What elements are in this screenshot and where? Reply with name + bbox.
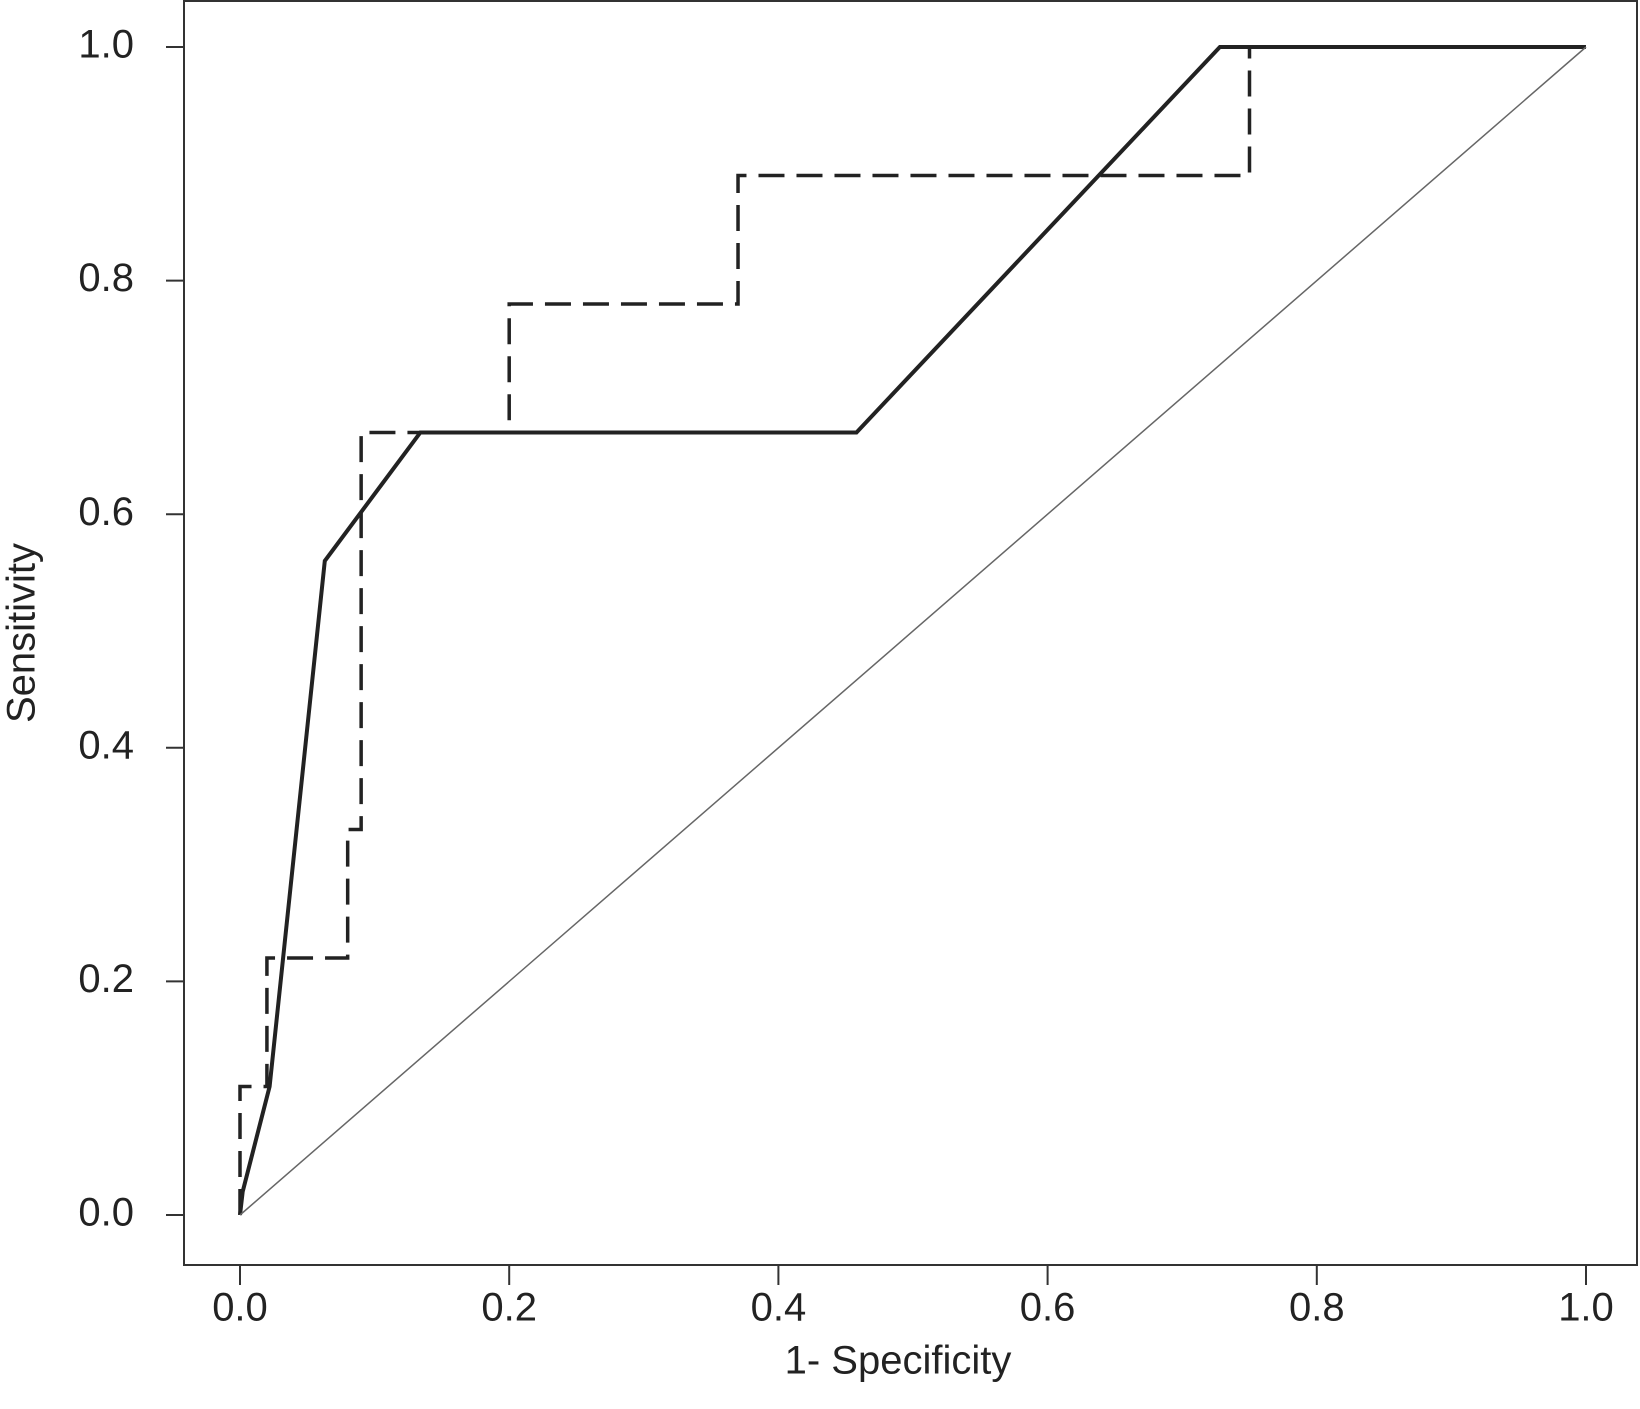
x-axis-label: 1- Specificity <box>785 1339 1012 1383</box>
y-tick-label: 0.6 <box>78 490 134 534</box>
x-tick-label: 0.2 <box>481 1286 537 1330</box>
x-tick-label: 0.6 <box>1020 1286 1076 1330</box>
x-tick-label: 0.8 <box>1289 1286 1345 1330</box>
y-tick-label: 0.0 <box>78 1191 134 1235</box>
y-tick-label: 1.0 <box>78 23 134 67</box>
y-tick-label: 0.4 <box>78 723 134 767</box>
x-tick-label: 0.0 <box>212 1286 268 1330</box>
roc-line <box>239 46 1587 1216</box>
roc-line <box>238 45 1586 1216</box>
x-tick-label: 1.0 <box>1558 1286 1614 1330</box>
y-axis-label: Sensitivity <box>0 543 44 723</box>
plot-frame <box>183 0 1638 1266</box>
roc-line <box>238 45 1586 1215</box>
y-tick-label: 0.8 <box>78 256 134 300</box>
y-tick-label: 0.2 <box>78 957 134 1001</box>
x-tick-label: 0.4 <box>751 1286 807 1330</box>
